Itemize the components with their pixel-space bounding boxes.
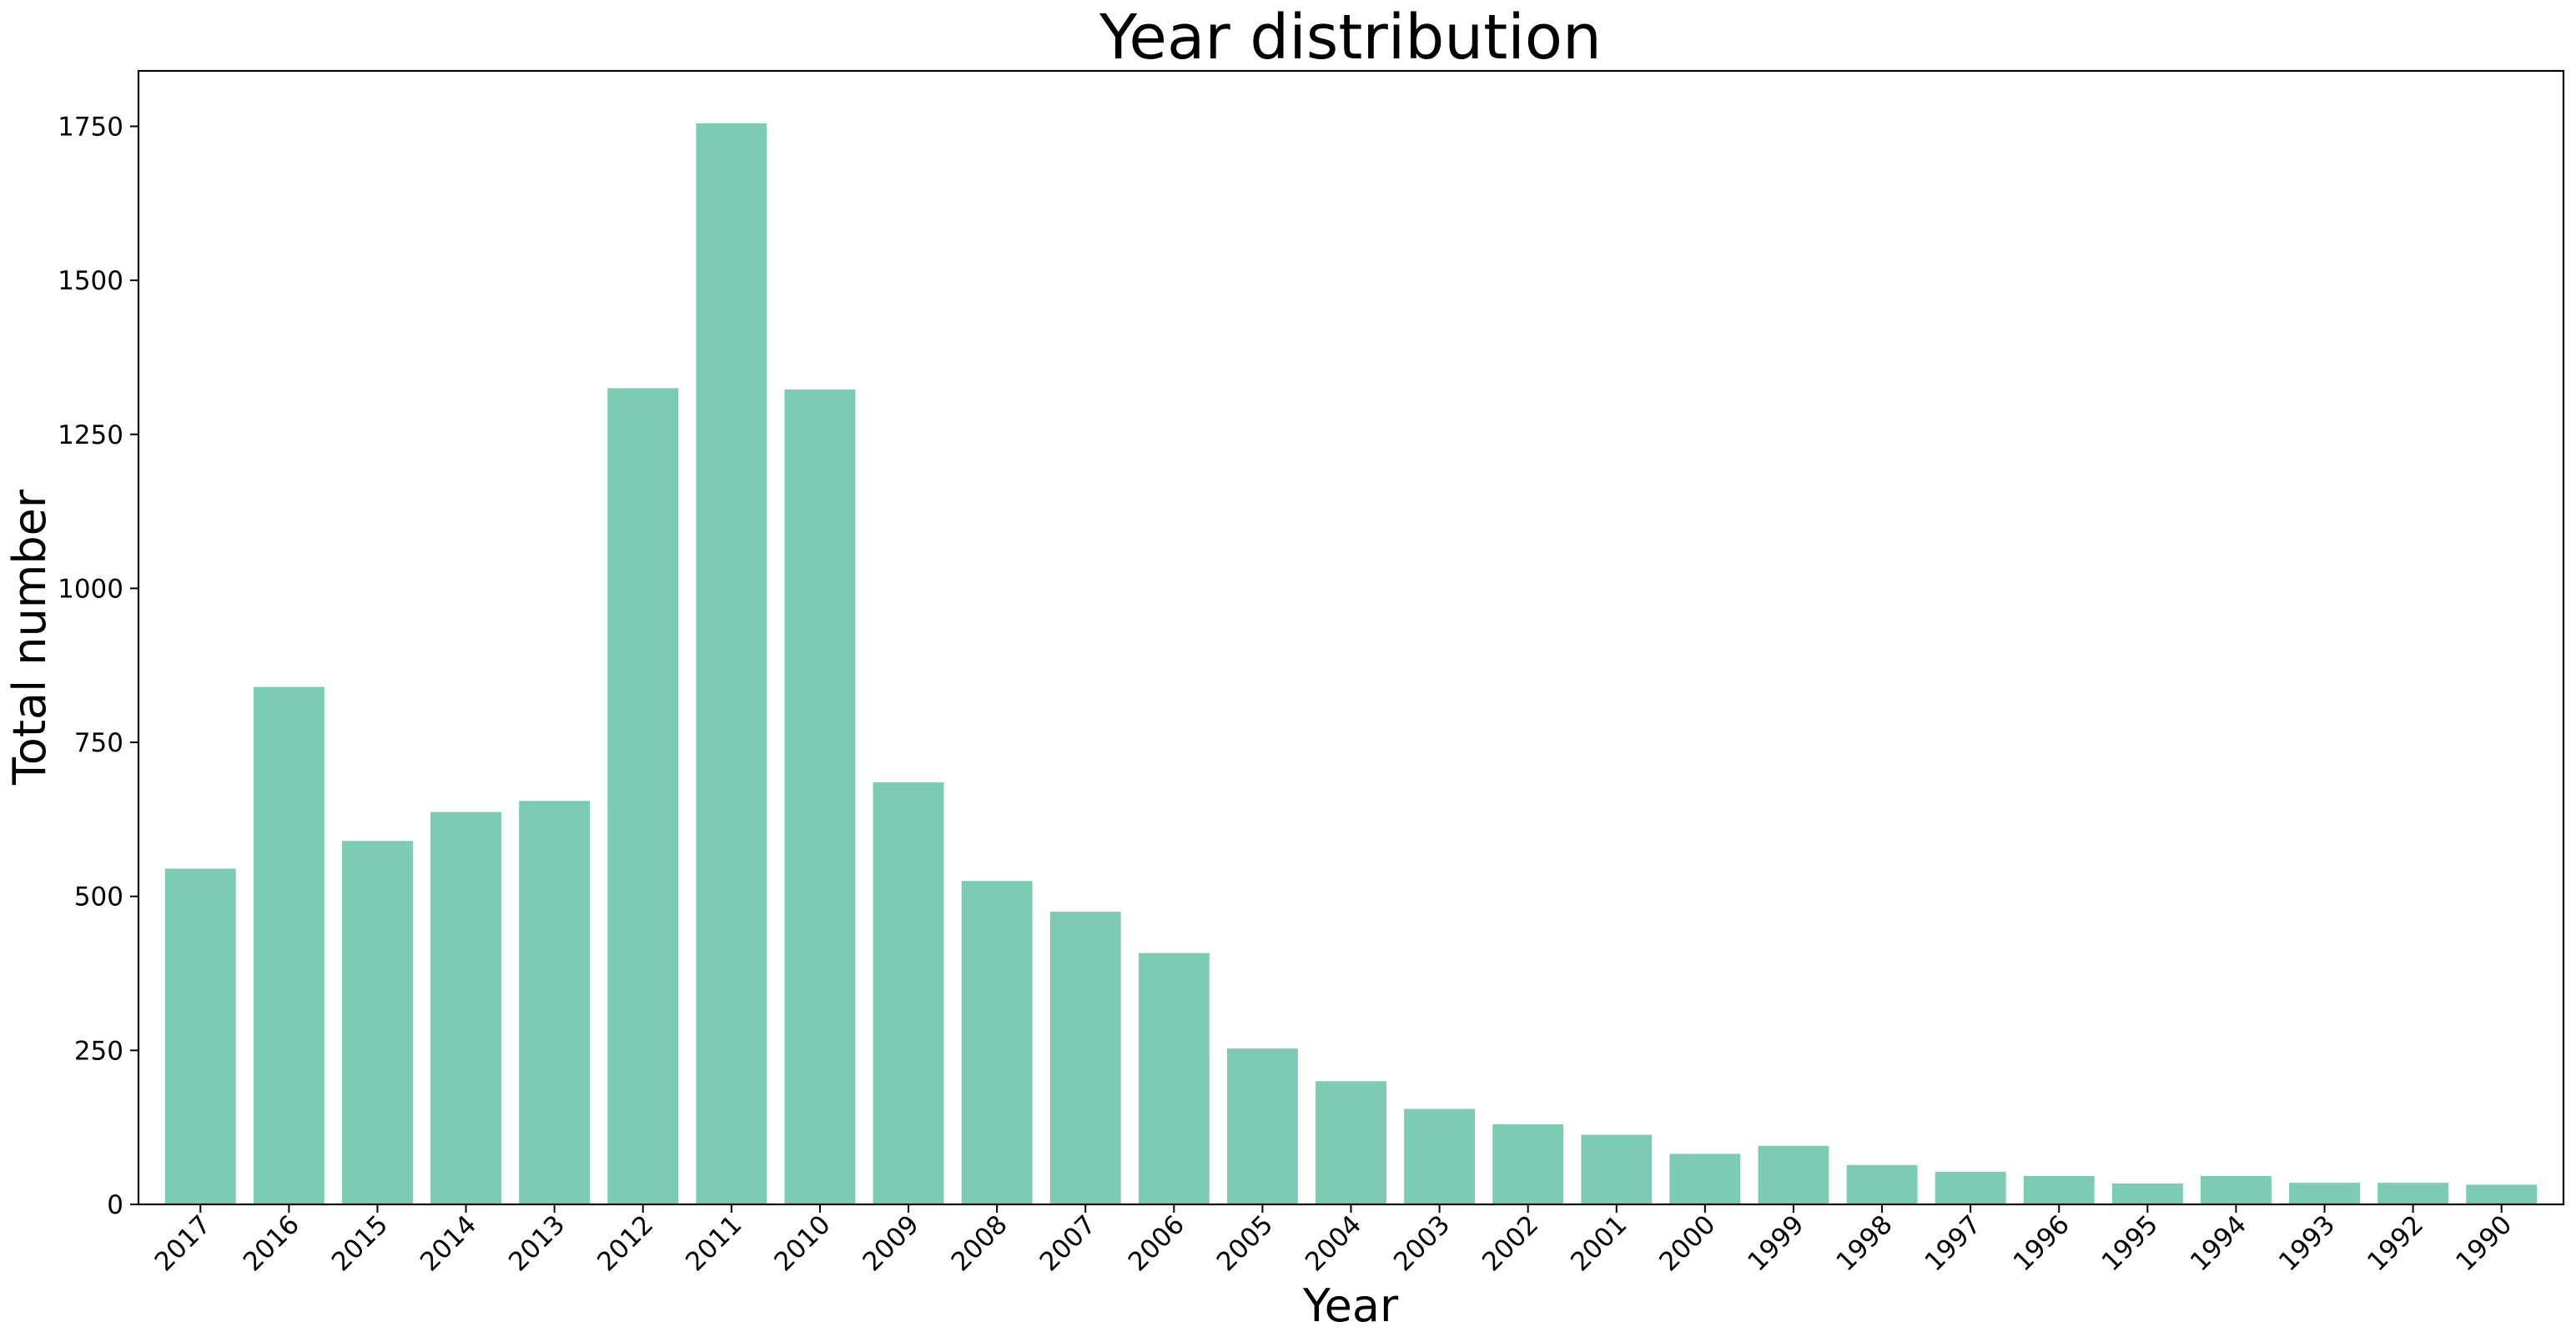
y-tick-label-250: 250 <box>74 1036 123 1066</box>
x-tick-label-2000: 2000 <box>1653 1209 1721 1277</box>
bar-1998 <box>1846 1164 1918 1204</box>
chart-title: Year distribution <box>1099 2 1602 73</box>
x-tick-label-2007: 2007 <box>1034 1209 1102 1277</box>
bar-2005 <box>1226 1048 1298 1204</box>
y-tick-label-1000: 1000 <box>58 574 123 604</box>
x-tick-label-1997: 1997 <box>1919 1209 1987 1277</box>
x-tick-label-2005: 2005 <box>1211 1209 1279 1277</box>
y-axis-label: Total number <box>3 489 56 786</box>
y-tick-label-1750: 1750 <box>58 112 123 142</box>
x-tick-label-2002: 2002 <box>1477 1209 1544 1277</box>
bar-1993 <box>2289 1183 2360 1204</box>
bar-2014 <box>430 812 501 1204</box>
bar-1992 <box>2377 1183 2449 1204</box>
y-tick-label-0: 0 <box>107 1190 123 1220</box>
x-tick-label-1992: 1992 <box>2362 1209 2429 1277</box>
bar-2017 <box>164 868 236 1204</box>
x-tick-label-2013: 2013 <box>503 1209 571 1277</box>
x-tick-label-1994: 1994 <box>2185 1209 2252 1277</box>
x-tick-label-1990: 1990 <box>2450 1209 2518 1277</box>
bar-2008 <box>961 881 1033 1204</box>
x-tick-label-2001: 2001 <box>1565 1209 1633 1277</box>
x-axis: 2017 2016 2015 2014 2013 2012 2011 2010 2009 2008… <box>149 1204 2518 1277</box>
x-tick-label-1996: 1996 <box>2008 1209 2075 1277</box>
bar-2015 <box>342 841 413 1204</box>
x-tick-label-2008: 2008 <box>946 1209 1014 1277</box>
x-tick-label-2009: 2009 <box>857 1209 924 1277</box>
bar-2003 <box>1404 1108 1476 1204</box>
bar-1999 <box>1758 1145 1829 1204</box>
x-tick-label-2010: 2010 <box>768 1209 836 1277</box>
y-tick-label-750: 750 <box>74 728 123 758</box>
bars-group <box>164 123 2538 1204</box>
y-tick-label-1250: 1250 <box>58 420 123 450</box>
x-tick-label-2014: 2014 <box>415 1209 482 1277</box>
bar-2013 <box>519 801 591 1204</box>
bar-2006 <box>1138 952 1210 1204</box>
bar-1995 <box>2111 1183 2183 1204</box>
bar-2016 <box>253 686 325 1204</box>
bar-2000 <box>1669 1154 1741 1204</box>
bar-2007 <box>1049 912 1121 1204</box>
bar-2001 <box>1581 1134 1653 1204</box>
bar-2009 <box>873 782 944 1204</box>
x-tick-label-2003: 2003 <box>1388 1209 1456 1277</box>
y-axis: 0 250 500 750 1000 1250 1500 1750 <box>58 112 138 1220</box>
x-tick-label-2004: 2004 <box>1300 1209 1367 1277</box>
x-tick-label-2006: 2006 <box>1123 1209 1190 1277</box>
x-tick-label-2012: 2012 <box>591 1209 659 1277</box>
bar-2012 <box>607 388 679 1204</box>
x-tick-label-1993: 1993 <box>2273 1209 2341 1277</box>
bar-2004 <box>1316 1081 1386 1204</box>
y-tick-label-1500: 1500 <box>58 266 123 296</box>
bar-2010 <box>784 389 856 1204</box>
bar-1990 <box>2466 1184 2538 1204</box>
bar-1997 <box>1935 1171 2006 1204</box>
x-tick-label-2011: 2011 <box>680 1209 747 1277</box>
bar-1996 <box>2023 1176 2095 1204</box>
x-tick-label-2016: 2016 <box>238 1209 305 1277</box>
bar-2011 <box>696 123 767 1204</box>
bar-2002 <box>1492 1123 1564 1204</box>
x-tick-label-1995: 1995 <box>2096 1209 2164 1277</box>
x-axis-label: Year <box>1302 1279 1399 1332</box>
x-tick-label-2015: 2015 <box>326 1209 394 1277</box>
bar-1994 <box>2201 1176 2272 1204</box>
x-tick-label-2017: 2017 <box>149 1209 217 1277</box>
x-tick-label-1998: 1998 <box>1830 1209 1898 1277</box>
x-tick-label-1999: 1999 <box>1742 1209 1809 1277</box>
y-tick-label-500: 500 <box>74 882 123 912</box>
plot-frame <box>137 69 2565 1206</box>
